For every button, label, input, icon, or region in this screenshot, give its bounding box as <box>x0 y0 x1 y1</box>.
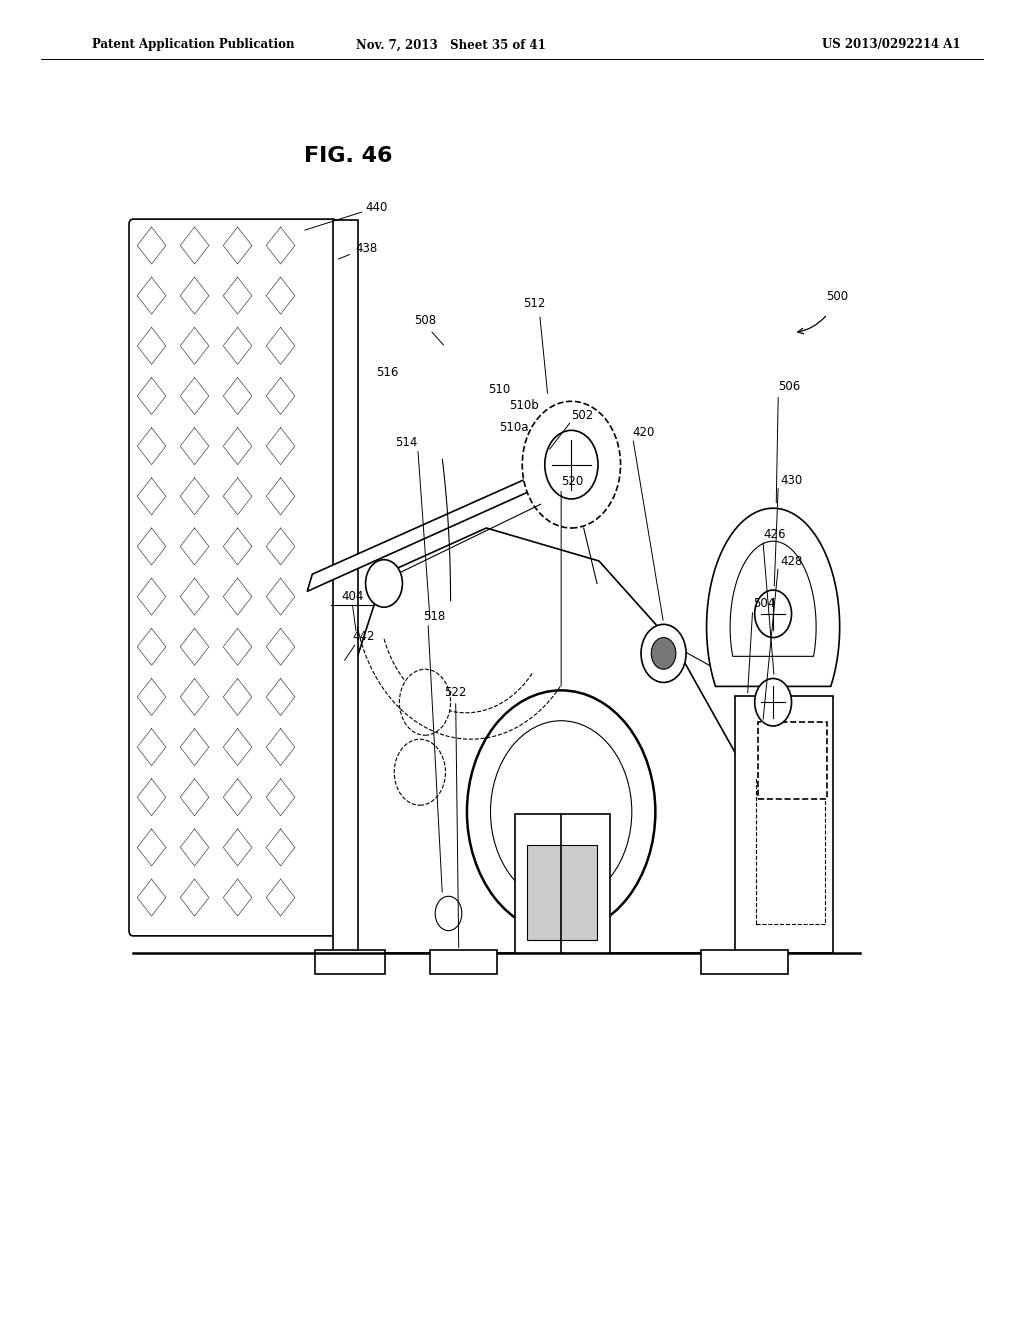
Polygon shape <box>730 541 816 656</box>
Polygon shape <box>707 508 840 686</box>
Circle shape <box>399 669 451 735</box>
Text: 510: 510 <box>488 383 511 396</box>
Circle shape <box>394 739 445 805</box>
Text: 514: 514 <box>395 436 418 449</box>
Circle shape <box>522 401 621 528</box>
Text: 428: 428 <box>780 554 803 568</box>
Text: 440: 440 <box>366 201 388 214</box>
Bar <box>701 950 788 974</box>
Text: Patent Application Publication: Patent Application Publication <box>92 38 295 51</box>
Bar <box>735 696 833 953</box>
Text: 504: 504 <box>753 597 775 610</box>
Text: 518: 518 <box>423 610 445 623</box>
Circle shape <box>467 690 655 933</box>
Text: US 2013/0292214 A1: US 2013/0292214 A1 <box>821 38 961 51</box>
FancyBboxPatch shape <box>129 219 337 936</box>
Text: FIG. 46: FIG. 46 <box>304 145 392 166</box>
Text: 510a: 510a <box>499 421 528 434</box>
Text: Nov. 7, 2013   Sheet 35 of 41: Nov. 7, 2013 Sheet 35 of 41 <box>355 38 546 51</box>
Text: 506: 506 <box>778 380 801 393</box>
Circle shape <box>490 721 632 903</box>
Text: 508: 508 <box>414 314 436 327</box>
Text: 500: 500 <box>826 290 849 304</box>
Text: 430: 430 <box>780 474 803 487</box>
Circle shape <box>651 638 676 669</box>
Text: 404: 404 <box>341 590 364 603</box>
Text: 522: 522 <box>444 686 467 700</box>
Text: 512: 512 <box>523 297 546 310</box>
Bar <box>315 950 385 974</box>
Circle shape <box>366 560 402 607</box>
Text: 510b: 510b <box>509 399 539 412</box>
Circle shape <box>435 896 462 931</box>
Text: 520: 520 <box>561 475 584 488</box>
Polygon shape <box>356 528 742 953</box>
Polygon shape <box>307 455 579 591</box>
Bar <box>527 845 597 940</box>
Bar <box>515 814 610 953</box>
Circle shape <box>755 590 792 638</box>
Text: 420: 420 <box>633 426 655 440</box>
Circle shape <box>545 430 598 499</box>
Text: 438: 438 <box>355 242 378 255</box>
Bar <box>758 722 827 799</box>
Bar <box>333 220 358 953</box>
Text: 442: 442 <box>352 630 375 643</box>
Circle shape <box>641 624 686 682</box>
Circle shape <box>755 678 792 726</box>
Text: 502: 502 <box>571 409 594 422</box>
Bar <box>430 950 497 974</box>
Text: 426: 426 <box>763 528 785 541</box>
Bar <box>756 779 825 924</box>
Text: 516: 516 <box>376 366 398 379</box>
